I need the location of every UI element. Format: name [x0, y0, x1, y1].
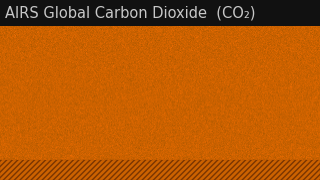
Bar — [0, 160, 320, 180]
Text: AIRS Global Carbon Dioxide  (CO₂): AIRS Global Carbon Dioxide (CO₂) — [5, 6, 255, 21]
